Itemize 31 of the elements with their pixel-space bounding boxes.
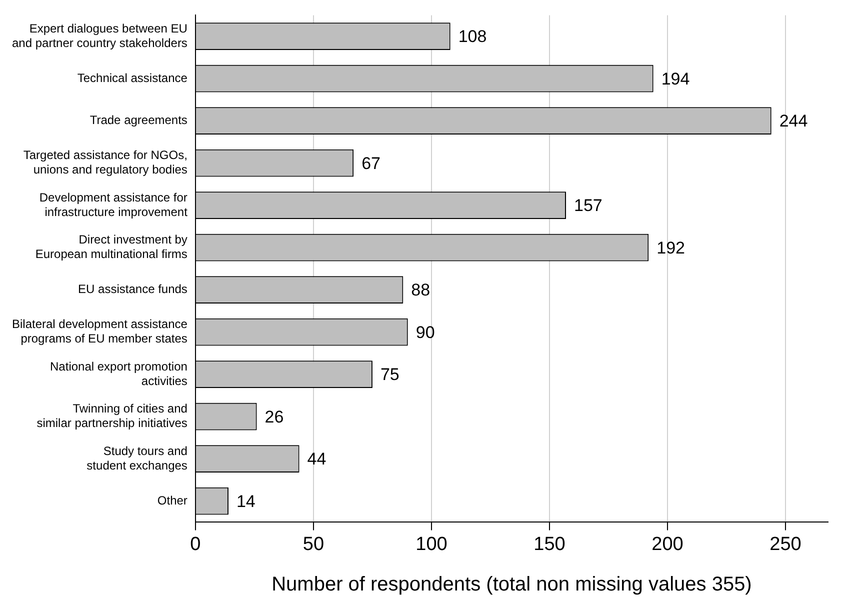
y-tick-label: Development assistance for infrastructure improvement — [39, 190, 188, 219]
data-label: 108 — [458, 27, 487, 46]
x-tick-label: 0 — [190, 534, 201, 555]
y-tick-label: EU assistance funds — [78, 282, 188, 296]
data-label: 244 — [779, 112, 808, 131]
x-tick-label: 100 — [416, 534, 448, 555]
x-axis-title: Number of respondents (total non missing values 355) — [272, 574, 752, 596]
data-label: 194 — [661, 69, 690, 88]
data-label: 157 — [574, 196, 602, 216]
x-tick-label: 150 — [534, 534, 566, 555]
x-tick-label: 250 — [770, 534, 802, 555]
data-label: 192 — [656, 238, 685, 258]
data-label: 14 — [236, 492, 256, 511]
y-tick-label: Technical assistance — [77, 70, 188, 85]
data-label: 75 — [380, 365, 400, 384]
y-tick-label: Trade agreements — [90, 113, 188, 128]
y-tick-label: Twinning of cities and similar partnership initiatives — [36, 402, 188, 430]
x-tick-label: 50 — [302, 534, 324, 555]
y-tick-label: Expert dialogues between EU and partner country stakeholders — [12, 21, 188, 50]
y-tick-label: National export promotion activities — [50, 359, 188, 388]
y-tick-label: Bilateral development assistance programs of EU member states — [12, 317, 188, 346]
x-tick-label: 200 — [652, 534, 684, 555]
y-tick-label: Other — [157, 493, 188, 508]
data-label: 26 — [264, 407, 284, 426]
y-tick-label: Targeted assistance for NGOs, unions and regulatory bodies — [23, 148, 188, 177]
y-tick-label: Direct investment by European multinational firms — [35, 232, 188, 262]
data-label: 88 — [411, 280, 430, 300]
data-label: 67 — [362, 154, 380, 173]
data-label: 90 — [416, 322, 435, 342]
y-tick-label: Study tours and student exchanges — [86, 444, 188, 472]
data-label: 44 — [307, 450, 326, 469]
